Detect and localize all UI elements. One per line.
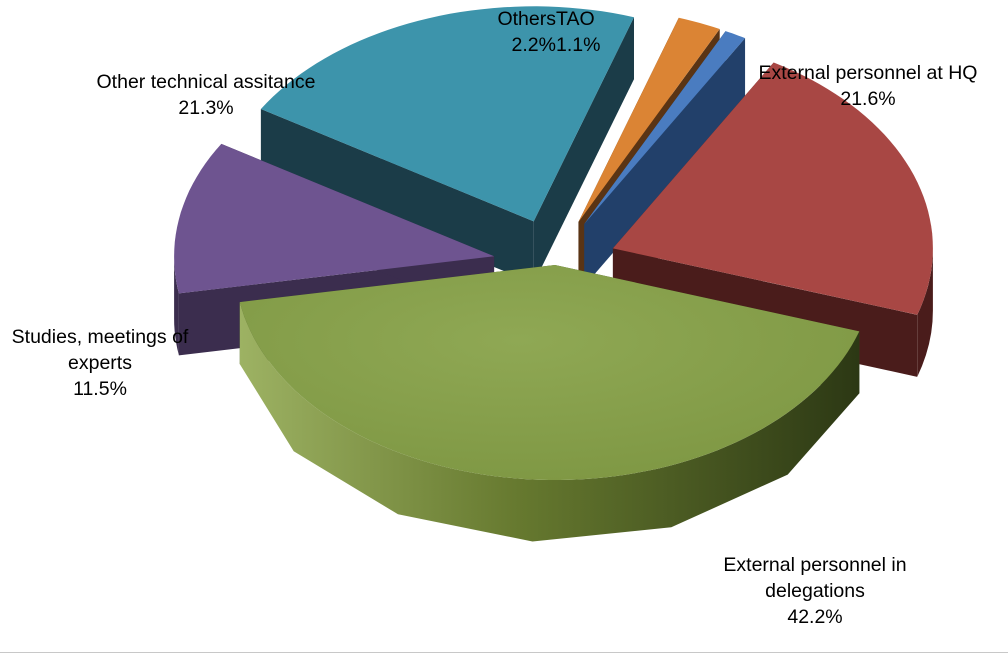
bottom-border-line [0, 652, 1008, 653]
data-label-other-technical-assitance: Other technical assitance 21.3% [97, 71, 316, 119]
pie-slice-external-personnel-in-delegations [239, 265, 860, 542]
data-label-external-personnel-in-delegations: External personnel in delegations 42.2% [723, 554, 906, 628]
data-label-external-personnel-at-hq: External personnel at HQ 21.6% [759, 62, 978, 110]
pie-slice-tao [584, 31, 746, 287]
data-label-others: Others 2.2% [497, 8, 556, 56]
pie-slice-other-technical-assitance [260, 6, 635, 284]
data-label-tao: TAO 1.1% [556, 8, 600, 56]
data-label-studies-meetings-of-experts: Studies, meetings of experts 11.5% [12, 326, 189, 400]
